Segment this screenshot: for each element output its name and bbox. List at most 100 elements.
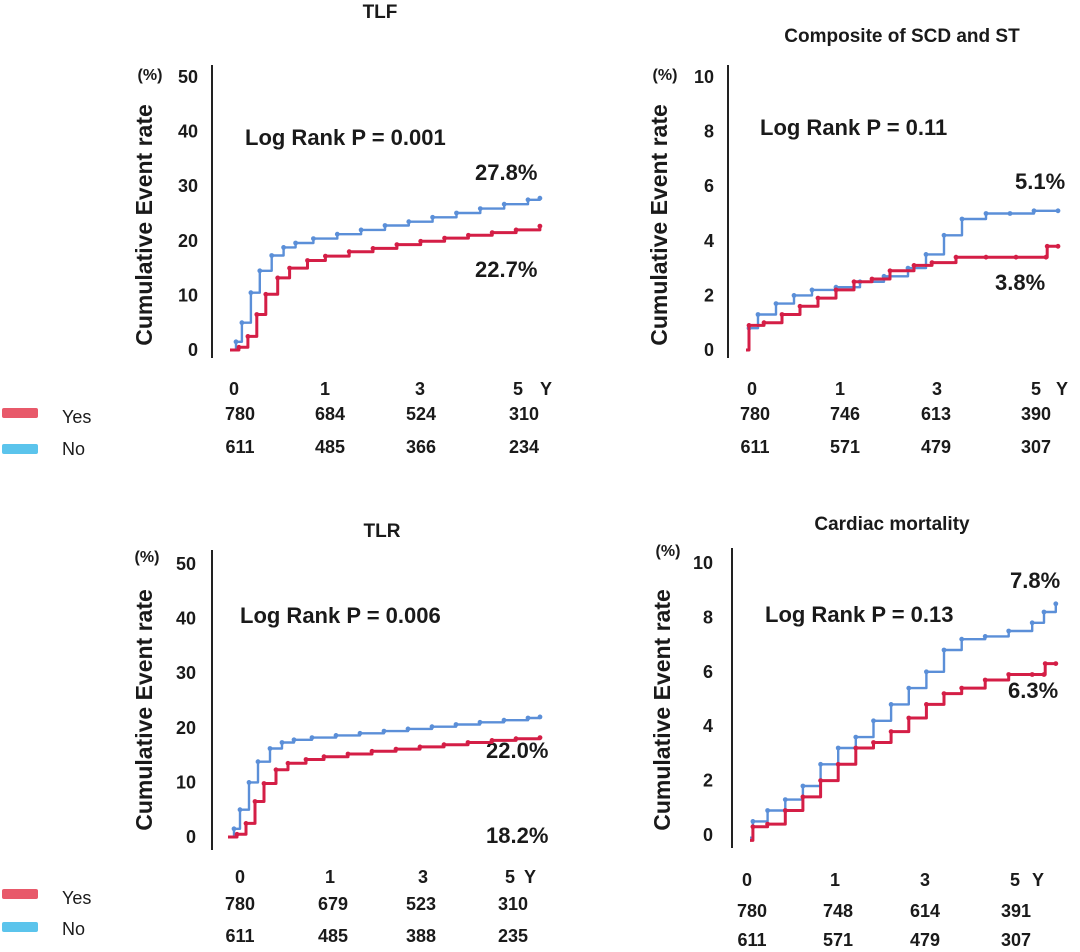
series-yes-censor-mark (287, 265, 292, 271)
series-no-censor-mark (906, 685, 912, 691)
y-tick-label: 4 (704, 231, 714, 251)
series-no-censor-mark (537, 195, 543, 201)
y-tick-label: 0 (188, 340, 198, 360)
series-yes-censor-mark (370, 246, 376, 251)
series-yes-censor-mark (346, 249, 352, 255)
x-unit-label: Y (540, 379, 552, 399)
risk-count-yes: 748 (823, 901, 853, 921)
y-tick-label: 30 (178, 176, 198, 196)
risk-count-yes: 780 (740, 404, 770, 424)
series-yes-censor-mark (765, 821, 770, 827)
logrank-label: Log Rank P = 0.001 (245, 125, 446, 150)
y-tick-label: 10 (694, 67, 714, 87)
y-unit-label: (%) (135, 549, 160, 566)
series-no-censor-mark (237, 807, 243, 813)
legend-swatch-yes (2, 889, 38, 899)
y-axis-label: Cumulative Event rate (131, 104, 157, 346)
series-no-censor-mark (453, 722, 459, 727)
x-unit-label: Y (1056, 379, 1068, 399)
series-no-censor-mark (809, 287, 815, 293)
series-yes-censor-mark (818, 778, 823, 783)
series-yes-censor-mark (797, 303, 803, 309)
risk-count-yes: 780 (225, 894, 255, 914)
series-no-censor-mark (853, 734, 859, 740)
x-tick-label: 5 (513, 379, 523, 399)
risk-count-no: 388 (406, 926, 436, 946)
risk-count-yes: 523 (406, 894, 436, 914)
series-no-censor-mark (983, 211, 989, 216)
y-tick-label: 4 (703, 716, 713, 736)
x-tick-label: 0 (235, 867, 245, 887)
logrank-label: Log Rank P = 0.11 (760, 115, 947, 140)
end-label-no: 7.8% (1010, 568, 1060, 593)
series-no-censor-mark (1055, 208, 1061, 214)
panel-tlr: TLR (%) Cumulative Event rate 0102030405… (131, 521, 548, 946)
y-unit-label: (%) (653, 67, 678, 84)
series-no-censor-mark (406, 219, 412, 225)
risk-count-no: 307 (1001, 930, 1031, 950)
series-no-censor-mark (1053, 601, 1059, 607)
series-no-line (750, 603, 1057, 839)
series-no-censor-mark (1007, 211, 1013, 216)
series-yes-censor-mark (959, 685, 965, 691)
series-yes-censor-mark (303, 757, 309, 762)
x-tick-label: 1 (325, 867, 335, 887)
series-no-line (746, 209, 1058, 352)
legend-label-yes: Yes (62, 407, 91, 427)
risk-count-yes: 390 (1021, 404, 1051, 424)
y-tick-label: 2 (704, 285, 714, 305)
y-unit-label: (%) (138, 67, 163, 84)
risk-count-no: 479 (910, 930, 940, 950)
risk-count-yes: 684 (315, 404, 345, 424)
series-yes-censor-mark (489, 230, 495, 236)
series-yes-censor-mark (869, 276, 875, 282)
series-no-censor-mark (430, 214, 435, 220)
series-yes-censor-mark (746, 323, 752, 328)
series-no-censor-mark (382, 223, 388, 228)
series-no-censor-mark (405, 726, 411, 732)
series-yes-censor-mark (537, 223, 543, 229)
series-no-censor-mark (309, 735, 315, 740)
series-no-censor-mark (269, 253, 275, 258)
legend-swatch-no (2, 922, 38, 932)
risk-count-yes: 613 (921, 404, 951, 424)
series-yes-censor-mark (273, 767, 279, 773)
series-no-censor-mark (750, 819, 756, 824)
series-no-censor-mark (333, 733, 339, 738)
series-yes-censor-mark (929, 260, 935, 265)
series-no-censor-mark (231, 826, 237, 832)
series-yes-censor-mark (1053, 661, 1059, 666)
legend-swatch-no (2, 444, 38, 454)
series-no-censor-mark (454, 210, 459, 216)
series-no-censor-mark (800, 783, 806, 789)
x-unit-label: Y (1032, 870, 1044, 890)
series-yes-censor-mark (234, 831, 240, 837)
series-no-censor-mark (501, 717, 507, 723)
x-unit-label: Y (524, 867, 536, 887)
series-yes-censor-mark (853, 745, 859, 751)
series-no-censor-mark (477, 719, 483, 725)
series-no-censor-mark (429, 724, 435, 730)
x-tick-label: 3 (415, 379, 425, 399)
series-no-censor-mark (818, 761, 823, 767)
risk-count-yes: 524 (406, 404, 436, 424)
series-no-censor-mark (279, 740, 285, 745)
risk-count-yes: 310 (509, 404, 539, 424)
y-axis-label: Cumulative Event rate (646, 104, 672, 346)
risk-count-no: 234 (509, 437, 539, 457)
series-yes-censor-mark (911, 263, 917, 268)
risk-count-no: 611 (737, 930, 766, 950)
series-yes-censor-mark (750, 824, 756, 830)
x-tick-label: 3 (920, 870, 930, 890)
series-yes-censor-mark (1041, 672, 1047, 677)
risk-count-no: 307 (1021, 437, 1051, 457)
series-no-censor-mark (765, 808, 770, 813)
chart-title: Composite of SCD and ST (784, 26, 1020, 47)
series-yes-censor-mark (887, 268, 893, 274)
series-yes-censor-mark (1013, 254, 1019, 260)
x-tick-label: 0 (747, 379, 757, 399)
series-yes-censor-mark (982, 677, 988, 683)
series-no-censor-mark (871, 718, 876, 724)
y-unit-label: (%) (656, 543, 681, 560)
series-yes-censor-mark (236, 344, 242, 350)
